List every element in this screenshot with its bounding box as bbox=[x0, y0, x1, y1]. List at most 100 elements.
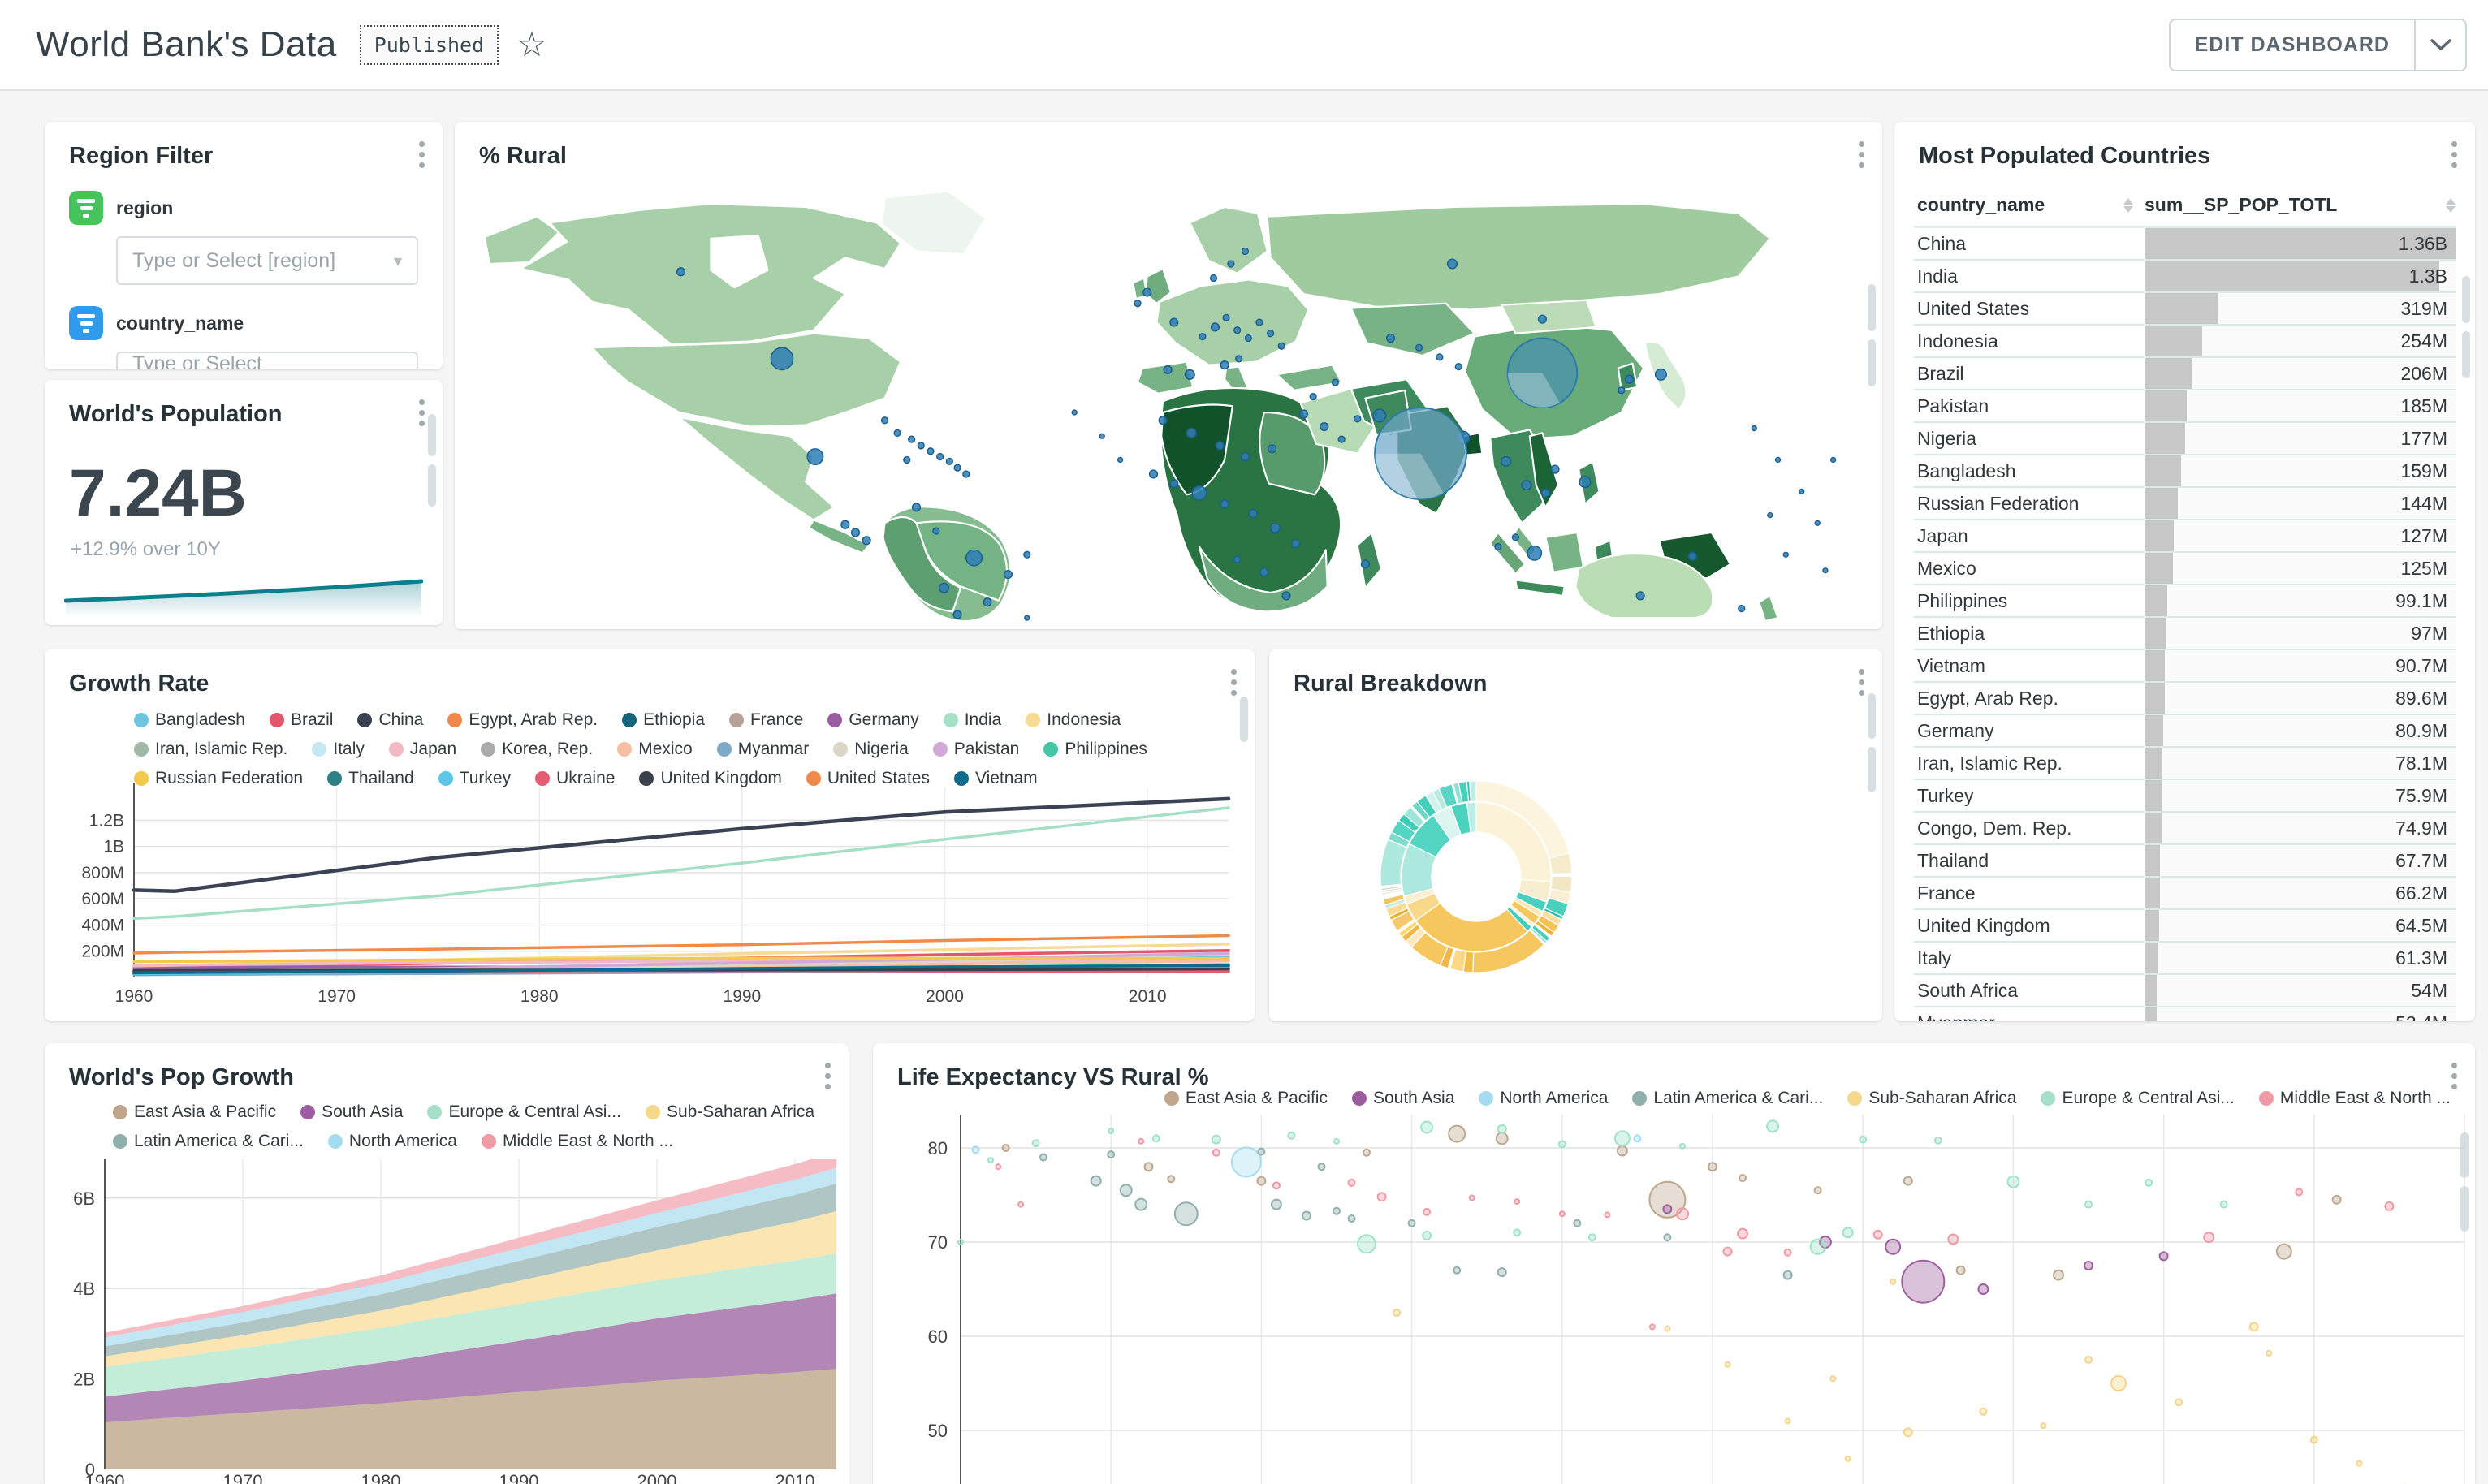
legend-item[interactable]: Ethiopia bbox=[622, 710, 705, 730]
kebab-menu-icon[interactable] bbox=[419, 141, 425, 168]
legend-item[interactable]: Mexico bbox=[617, 740, 693, 759]
legend-item[interactable]: Turkey bbox=[438, 769, 511, 788]
table-row[interactable]: Bangladesh 159M bbox=[1914, 455, 2456, 488]
dashboard-header: World Bank's Data Published ☆ EDIT DASHB… bbox=[0, 0, 2488, 91]
legend-item[interactable]: Thailand bbox=[327, 769, 414, 788]
kebab-menu-icon[interactable] bbox=[1859, 669, 1864, 696]
table-row[interactable]: Philippines 99.1M bbox=[1914, 585, 2456, 618]
pop-growth-chart[interactable]: 0 2B 4B 6B 1960 1970 1980 1990 2000 2010 bbox=[45, 1159, 849, 1484]
legend-item[interactable]: Vietnam bbox=[953, 769, 1038, 788]
legend-item[interactable]: India bbox=[943, 710, 1001, 730]
kebab-menu-icon[interactable] bbox=[1859, 141, 1864, 168]
cell-country: Indonesia bbox=[1917, 330, 1998, 352]
table-row[interactable]: Iran, Islamic Rep. 78.1M bbox=[1914, 748, 2456, 780]
table-row[interactable]: Pakistan 185M bbox=[1914, 390, 2456, 423]
svg-text:2000: 2000 bbox=[637, 1471, 677, 1484]
table-row[interactable]: India 1.3B bbox=[1914, 261, 2456, 293]
sort-icon bbox=[2446, 197, 2456, 213]
legend-item[interactable]: Iran, Islamic Rep. bbox=[134, 740, 287, 759]
table-row[interactable]: Mexico 125M bbox=[1914, 553, 2456, 585]
table-row[interactable]: United States 319M bbox=[1914, 293, 2456, 326]
svg-text:1980: 1980 bbox=[520, 987, 559, 1006]
legend-item[interactable]: South Asia bbox=[1351, 1089, 1454, 1108]
legend-item[interactable]: Japan bbox=[388, 740, 456, 759]
legend-item[interactable]: Latin America & Cari... bbox=[113, 1132, 304, 1151]
cell-country: Iran, Islamic Rep. bbox=[1917, 752, 2063, 774]
world-map[interactable] bbox=[455, 175, 1882, 622]
legend-item[interactable]: Philippines bbox=[1043, 740, 1147, 759]
legend-item[interactable]: East Asia & Pacific bbox=[113, 1102, 276, 1122]
table-row[interactable]: Brazil 206M bbox=[1914, 358, 2456, 390]
legend-item[interactable]: North America bbox=[327, 1132, 457, 1151]
published-badge[interactable]: Published bbox=[359, 24, 499, 65]
legend-item[interactable]: Indonesia bbox=[1026, 710, 1121, 730]
legend-item[interactable]: Brazil bbox=[269, 710, 333, 730]
legend-item[interactable]: Italy bbox=[312, 740, 365, 759]
filter-select-region[interactable]: Type or Select [region] ▾ bbox=[116, 236, 418, 285]
legend-dot-icon bbox=[622, 713, 637, 727]
edit-dashboard-button[interactable]: EDIT DASHBOARD bbox=[2168, 18, 2415, 71]
header-menu-button[interactable] bbox=[2415, 18, 2467, 71]
table-row[interactable]: Japan 127M bbox=[1914, 520, 2456, 553]
legend-item[interactable]: Egypt, Arab Rep. bbox=[447, 710, 598, 730]
table-row[interactable]: Myanmar53.4M bbox=[1914, 1007, 2456, 1021]
table-row[interactable]: Thailand 67.7M bbox=[1914, 845, 2456, 878]
table-row[interactable]: Egypt, Arab Rep. 89.6M bbox=[1914, 683, 2456, 715]
table-row[interactable]: Congo, Dem. Rep. 74.9M bbox=[1914, 813, 2456, 845]
svg-text:1B: 1B bbox=[103, 838, 124, 856]
table-row[interactable]: United Kingdom 64.5M bbox=[1914, 910, 2456, 943]
table-row[interactable]: Turkey 75.9M bbox=[1914, 780, 2456, 813]
legend-item[interactable]: Nigeria bbox=[833, 740, 909, 759]
kebab-menu-icon[interactable] bbox=[2451, 141, 2457, 168]
kebab-menu-icon[interactable] bbox=[825, 1063, 831, 1089]
kebab-menu-icon[interactable] bbox=[2451, 1063, 2457, 1089]
legend-item[interactable]: Europe & Central Asi... bbox=[2041, 1089, 2235, 1108]
legend-item[interactable]: Latin America & Cari... bbox=[1632, 1089, 1823, 1108]
legend-item[interactable]: Myanmar bbox=[716, 740, 809, 759]
table-row[interactable]: Indonesia 254M bbox=[1914, 326, 2456, 358]
table-row[interactable]: Nigeria 177M bbox=[1914, 423, 2456, 455]
filter-select-country_name[interactable]: Type or Select [country_name]▾ bbox=[116, 352, 418, 369]
kebab-menu-icon[interactable] bbox=[419, 399, 425, 426]
legend-item[interactable]: Russian Federation bbox=[134, 769, 303, 788]
legend-item[interactable]: Pakistan bbox=[932, 740, 1019, 759]
legend-item[interactable]: South Asia bbox=[300, 1102, 403, 1122]
legend-item[interactable]: Bangladesh bbox=[134, 710, 245, 730]
legend-item[interactable]: Sub-Saharan Africa bbox=[1847, 1089, 2016, 1108]
legend-dot-icon bbox=[953, 771, 969, 786]
table-row[interactable]: Germany 80.9M bbox=[1914, 715, 2456, 748]
legend-item[interactable]: Middle East & North ... bbox=[481, 1132, 673, 1151]
legend-item[interactable]: Korea, Rep. bbox=[481, 740, 593, 759]
growth-rate-chart[interactable]: 200M 400M 600M 800M 1B 1.2B 1960 1970 1980 1990 20… bbox=[45, 773, 1255, 1016]
legend-item[interactable]: North America bbox=[1479, 1089, 1608, 1108]
legend-item[interactable]: United Kingdom bbox=[639, 769, 782, 788]
life-expectancy-scatter[interactable]: 50 60 70 80 bbox=[873, 1115, 2475, 1484]
big-number-delta: +12.9% over 10Y bbox=[71, 538, 221, 560]
cell-country: Pakistan bbox=[1917, 395, 1989, 416]
legend-item[interactable]: Europe & Central Asi... bbox=[427, 1102, 621, 1122]
table-row[interactable]: Vietnam 90.7M bbox=[1914, 650, 2456, 683]
legend-item[interactable]: China bbox=[357, 710, 423, 730]
table-row[interactable]: Ethiopia 97M bbox=[1914, 618, 2456, 650]
table-row[interactable]: Italy 61.3M bbox=[1914, 943, 2456, 975]
table-row[interactable]: France 66.2M bbox=[1914, 878, 2456, 910]
legend-item[interactable]: Ukraine bbox=[535, 769, 615, 788]
legend-item[interactable]: Germany bbox=[827, 710, 919, 730]
table-row[interactable]: China 1.36B bbox=[1914, 228, 2456, 261]
pop-growth-panel: World's Pop Growth East Asia & Pacific So… bbox=[45, 1043, 849, 1484]
legend-item[interactable]: Sub-Saharan Africa bbox=[645, 1102, 814, 1122]
column-header-country[interactable]: country_name bbox=[1917, 194, 2145, 216]
legend-item[interactable]: East Asia & Pacific bbox=[1164, 1089, 1328, 1108]
table-row[interactable]: Russian Federation 144M bbox=[1914, 488, 2456, 520]
favorite-star-icon[interactable]: ☆ bbox=[516, 25, 547, 63]
rural-breakdown-sunburst[interactable] bbox=[1269, 697, 1882, 1021]
table-row[interactable]: South Africa 54M bbox=[1914, 975, 2456, 1007]
legend-dot-icon bbox=[357, 713, 373, 727]
kebab-menu-icon[interactable] bbox=[1231, 669, 1237, 696]
column-header-population[interactable]: sum__SP_POP_TOTL bbox=[2145, 194, 2456, 216]
legend-dot-icon bbox=[388, 742, 404, 757]
svg-text:80: 80 bbox=[928, 1138, 948, 1158]
legend-item[interactable]: Middle East & North ... bbox=[2258, 1089, 2451, 1108]
legend-item[interactable]: United States bbox=[806, 769, 930, 788]
legend-item[interactable]: France bbox=[728, 710, 803, 730]
